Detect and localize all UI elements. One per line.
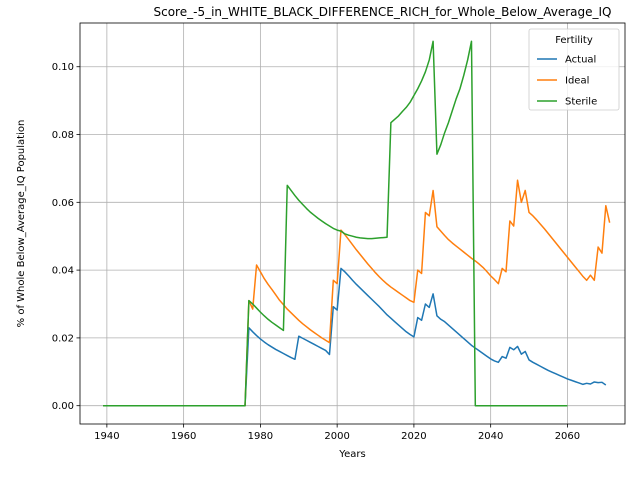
y-tick-label: 0.08 [52,130,74,141]
y-axis-label: % of Whole Below_Average_IQ Population [16,120,27,328]
x-tick-label: 1960 [171,431,196,442]
series-line-sterile [103,40,568,407]
legend-label-sterile: Sterile [565,97,597,108]
x-tick-label: 2020 [401,431,426,442]
y-tick-label: 0.04 [52,266,74,277]
legend-title: Fertility [555,35,593,46]
y-tick-label: 0.10 [52,62,74,73]
x-tick-label: 1940 [94,431,119,442]
ticks: 1940 1960 1980 2000 2020 2040 2060 0.00 0.02 0.04… [52,62,580,442]
legend-label-ideal: Ideal [565,76,589,87]
series-line-ideal [103,179,611,407]
x-axis-label: Years [338,449,365,460]
series-layer [103,40,611,407]
y-tick-label: 0.00 [52,401,74,412]
legend-box [528,28,620,111]
x-tick-label: 2000 [324,431,349,442]
chart-title: Score_-5_in_WHITE_BLACK_DIFFERENCE_RICH_… [154,5,612,19]
axes-frame [79,22,626,425]
series-line-actual [103,267,607,407]
x-tick-label: 2060 [555,431,580,442]
y-tick-label: 0.02 [52,333,74,344]
legend: Fertility Actual Ideal Sterile [528,28,620,111]
x-tick-label: 1980 [248,431,273,442]
legend-label-actual: Actual [565,55,596,66]
y-tick-label: 0.06 [52,198,74,209]
x-tick-label: 2040 [478,431,503,442]
